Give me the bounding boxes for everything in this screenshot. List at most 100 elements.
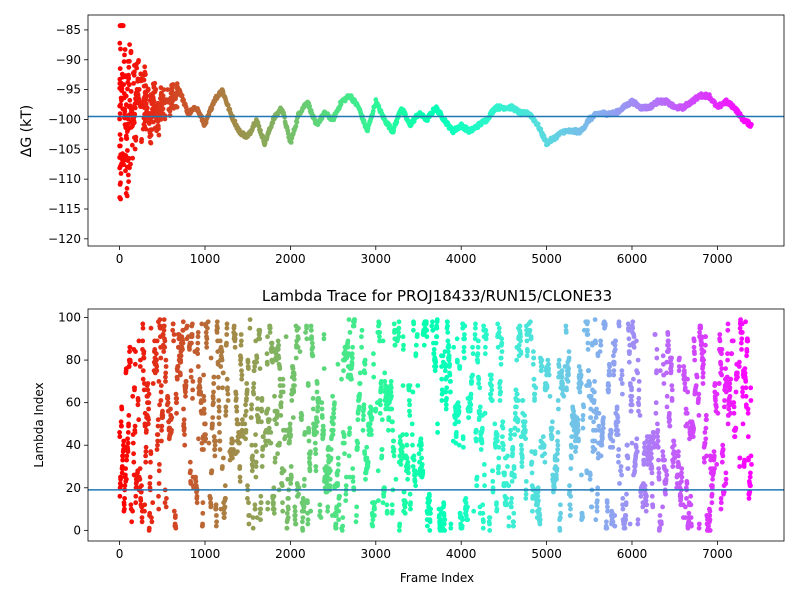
lambda-point	[710, 483, 715, 489]
lambda-point	[287, 421, 293, 427]
lambda-point	[592, 389, 597, 395]
lambda-point	[628, 398, 634, 403]
lambda-point	[131, 451, 137, 457]
lambda-point	[195, 364, 201, 369]
lambda-point	[154, 338, 160, 344]
lambda-point	[339, 528, 345, 533]
lambda-point	[357, 370, 363, 376]
lambda-point	[278, 400, 284, 406]
lambda-point	[552, 485, 557, 491]
lambda-point	[171, 332, 177, 337]
lambda-point	[361, 406, 367, 412]
lambda-point	[158, 398, 164, 403]
lambda-point	[271, 485, 277, 491]
lambda-point	[275, 347, 281, 352]
lambda-point	[592, 379, 597, 384]
lambda-point	[239, 372, 245, 378]
lambda-point	[676, 368, 682, 374]
lambda-point	[307, 455, 312, 461]
lambda-point	[252, 502, 258, 508]
lambda-point	[136, 338, 142, 344]
lambda-point	[145, 387, 151, 393]
lambda-point	[488, 391, 494, 397]
lambda-point	[555, 438, 560, 444]
lambda-point	[568, 506, 573, 512]
lambda-point	[130, 440, 136, 446]
lambda-point	[301, 498, 306, 503]
free-energy-point	[142, 69, 148, 75]
lambda-point	[712, 466, 717, 471]
lambda-point	[560, 387, 566, 393]
lambda-point	[577, 389, 583, 395]
lambda-point	[737, 359, 742, 365]
lambda-point	[508, 432, 513, 437]
lambda-point	[594, 498, 600, 503]
lambda-point	[381, 493, 387, 499]
lambda-point	[361, 413, 366, 418]
lambda-point	[711, 453, 717, 459]
lambda-point	[633, 444, 639, 450]
free-energy-x-ticks: 0 1000 2000 3000 4000 5000 6000 7000	[116, 246, 733, 266]
lambda-point	[350, 479, 356, 484]
lambda-point	[745, 338, 751, 344]
lambda-point	[196, 436, 201, 442]
lambda-point	[276, 342, 281, 348]
lambda-point	[743, 393, 749, 399]
lambda-point	[225, 385, 230, 391]
lambda-point	[239, 376, 245, 382]
free-energy-point	[128, 50, 134, 56]
lambda-point	[321, 427, 327, 433]
lambda-point	[318, 515, 324, 520]
free-energy-point	[270, 120, 276, 126]
lambda-point	[555, 442, 561, 448]
lambda-point	[665, 332, 671, 337]
lambda-point	[679, 466, 685, 471]
lambda-point	[504, 496, 509, 501]
lambda-point	[719, 351, 724, 357]
free-energy-point	[285, 131, 291, 136]
lambda-point	[190, 396, 195, 401]
lambda-point	[317, 502, 323, 508]
lambda-point	[443, 402, 449, 408]
lambda-point	[580, 425, 586, 431]
lambda-point	[612, 513, 618, 518]
lambda-point	[676, 364, 682, 369]
lambda-point	[532, 449, 538, 454]
lambda-point	[727, 381, 733, 386]
lambda-point	[362, 370, 368, 376]
lambda-point	[406, 387, 412, 393]
lambda-point	[333, 513, 339, 518]
free-energy-point	[167, 108, 173, 114]
lambda-point	[546, 372, 552, 378]
lambda-point	[413, 351, 419, 357]
lambda-point	[666, 347, 672, 352]
lambda-point	[511, 510, 517, 516]
free-energy-point	[141, 77, 147, 83]
lambda-point	[696, 521, 702, 527]
lambda-point	[595, 485, 601, 491]
free-energy-point	[121, 95, 127, 101]
lambda-point	[415, 383, 421, 388]
lambda-point	[357, 381, 363, 386]
lambda-point	[593, 415, 599, 420]
lambda-point	[702, 459, 707, 465]
lambda-point	[205, 319, 211, 325]
lambda-point	[733, 425, 739, 431]
lambda-point	[682, 370, 687, 376]
lambda-point	[398, 462, 404, 467]
lambda-point	[300, 528, 306, 533]
lambda-point	[455, 400, 461, 406]
lambda-point	[722, 398, 727, 403]
lambda-point	[737, 455, 743, 461]
lambda-point	[480, 425, 485, 431]
lambda-point	[725, 421, 731, 427]
lambda-point	[400, 383, 406, 388]
lambda-point	[347, 330, 353, 335]
lambda-point	[743, 319, 748, 325]
lambda-point	[623, 500, 629, 506]
lambda-point	[463, 496, 469, 501]
lambda-point	[499, 340, 505, 346]
lambda-point	[319, 400, 325, 406]
